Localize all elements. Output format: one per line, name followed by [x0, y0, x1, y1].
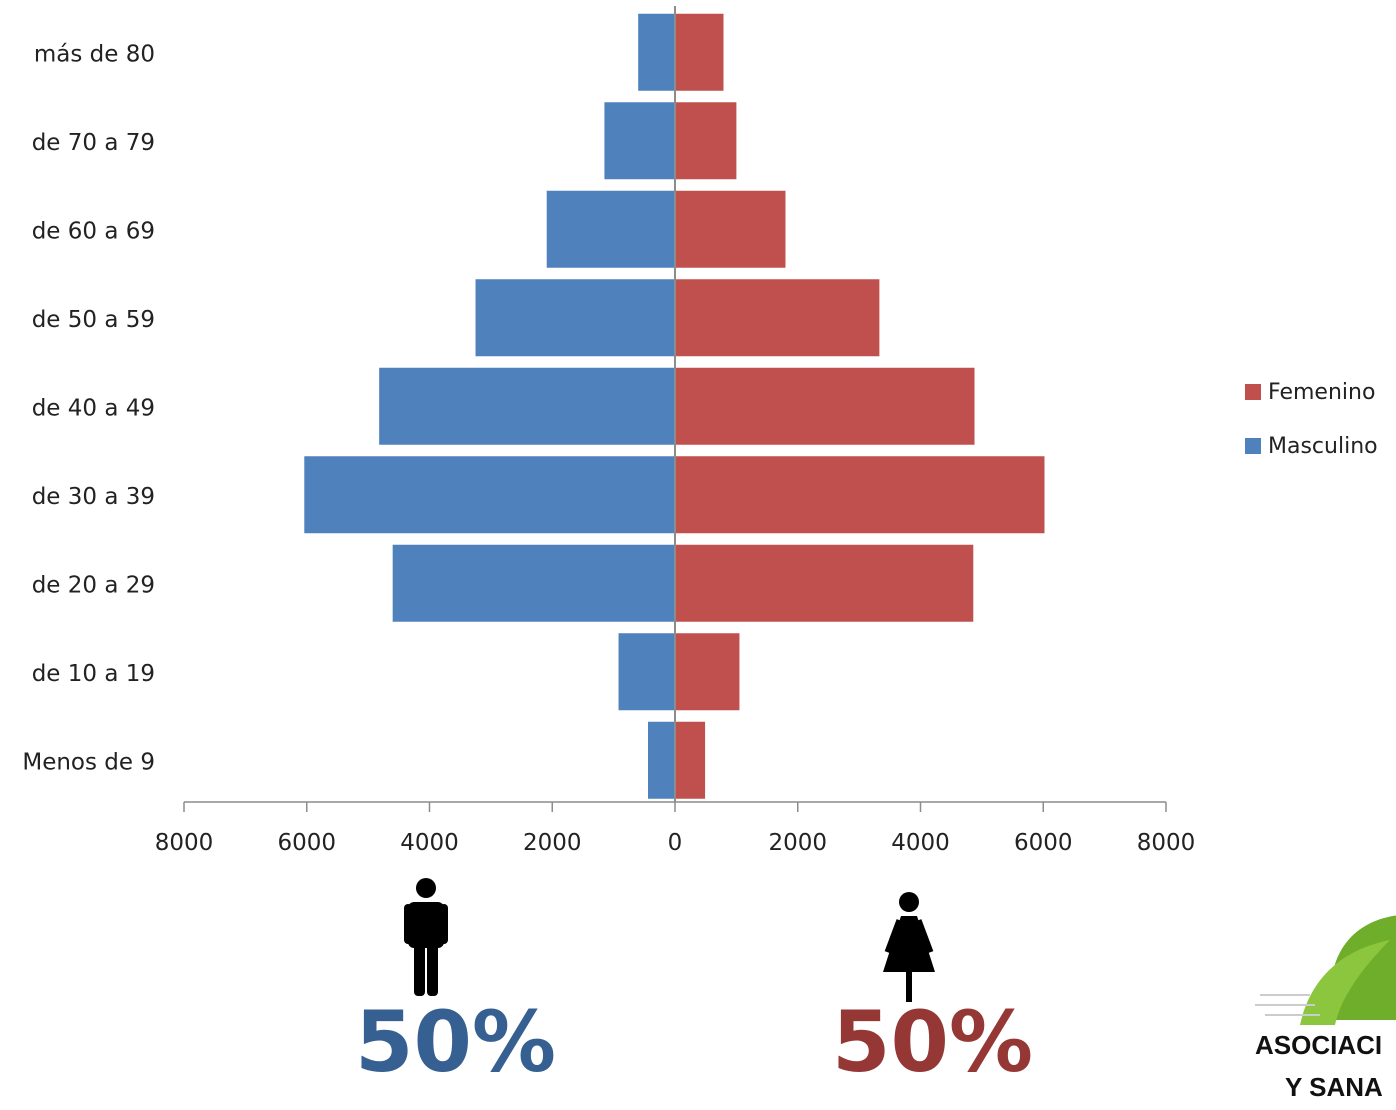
legend-swatch-femenino	[1245, 384, 1261, 400]
bar-femenino-6	[675, 190, 786, 268]
bar-masculino-6	[546, 190, 675, 268]
bar-femenino-2	[675, 544, 974, 622]
x-tick-label: 0	[668, 830, 683, 856]
x-tick-label: 8000	[1137, 830, 1196, 856]
bar-masculino-2	[392, 544, 675, 622]
x-tick-label: 6000	[277, 830, 336, 856]
bar-masculino-7	[604, 102, 675, 180]
legend: Femenino Masculino	[1245, 380, 1378, 459]
category-label: de 30 a 39	[32, 484, 155, 510]
logo-text-line2: Y SANA	[1285, 1072, 1383, 1102]
bar-masculino-8	[638, 13, 675, 91]
bar-masculino-0	[647, 721, 675, 799]
category-label: de 60 a 69	[32, 218, 155, 244]
female-person-icon	[883, 892, 935, 1002]
association-logo	[1255, 915, 1396, 1025]
logo-text-line1: ASOCIACI	[1255, 1030, 1383, 1060]
bar-masculino-5	[475, 279, 675, 357]
category-label: de 40 a 49	[32, 395, 155, 421]
bar-femenino-3	[675, 456, 1045, 534]
bar-masculino-1	[618, 633, 675, 711]
x-tick-label: 4000	[891, 830, 950, 856]
legend-swatch-masculino	[1245, 438, 1261, 454]
category-label: de 70 a 79	[32, 130, 155, 156]
category-label: Menos de 9	[22, 749, 155, 775]
x-tick-label: 4000	[400, 830, 459, 856]
male-percentage: 50%	[355, 993, 557, 1091]
bar-femenino-7	[675, 102, 737, 180]
bar-masculino-4	[379, 367, 675, 445]
bar-femenino-8	[675, 13, 724, 91]
male-person-icon	[404, 878, 448, 996]
bar-femenino-1	[675, 633, 740, 711]
bars-group	[304, 6, 1045, 802]
category-labels: Menos de 9 de 10 a 19 de 20 a 29 de 30 a 39…	[22, 41, 155, 775]
category-label: de 20 a 29	[32, 572, 155, 598]
bar-femenino-5	[675, 279, 880, 357]
category-label: de 50 a 59	[32, 307, 155, 333]
x-tick-label: 6000	[1014, 830, 1073, 856]
x-tick-label: 2000	[523, 830, 582, 856]
x-tick-label: 8000	[155, 830, 214, 856]
legend-label-femenino: Femenino	[1268, 380, 1375, 405]
bar-femenino-4	[675, 367, 975, 445]
bar-masculino-3	[304, 456, 675, 534]
x-tick-label: 2000	[768, 830, 827, 856]
category-label: de 10 a 19	[32, 661, 155, 687]
category-label: más de 80	[34, 41, 155, 67]
legend-label-masculino: Masculino	[1268, 434, 1378, 459]
bar-femenino-0	[675, 721, 706, 799]
female-percentage: 50%	[832, 993, 1034, 1091]
x-axis: 8000 6000 4000 2000 0 2000 4000 6000 8000	[155, 801, 1196, 856]
